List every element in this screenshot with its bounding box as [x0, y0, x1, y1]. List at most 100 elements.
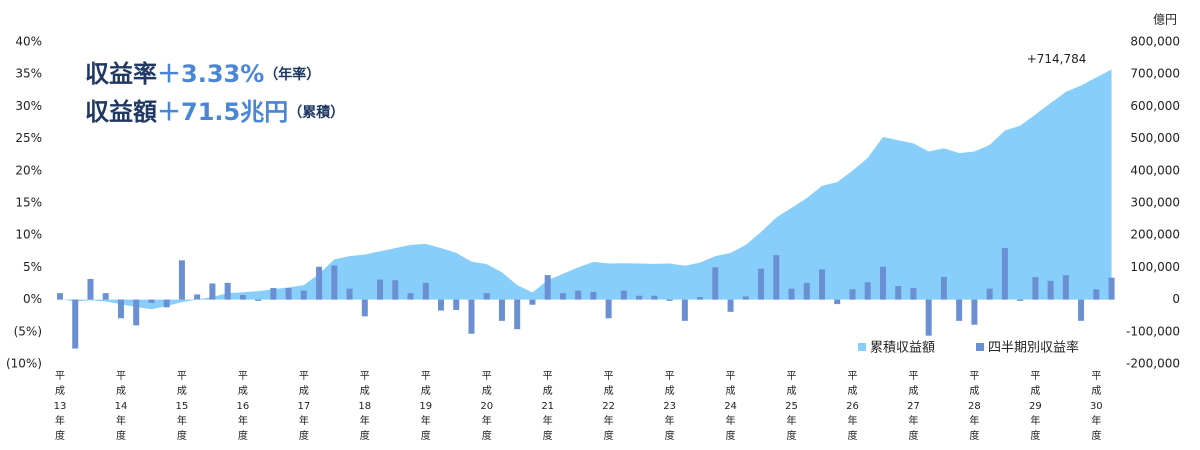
y2-tick-label: -200,000	[1126, 357, 1180, 371]
bar	[483, 293, 490, 300]
x-tick-label: 平成 17 年度	[297, 371, 310, 442]
legend-swatch	[858, 343, 866, 351]
bar	[666, 299, 673, 301]
bar	[834, 299, 841, 305]
legend-swatch	[976, 343, 984, 351]
bar	[1062, 275, 1069, 300]
bar	[331, 265, 338, 300]
y2-tick-label: -100,000	[1126, 324, 1180, 338]
y2-unit-label: 億円	[1153, 13, 1177, 27]
bar	[316, 266, 323, 300]
y2-tick-label: 500,000	[1130, 131, 1180, 145]
bar	[697, 297, 704, 300]
bar	[377, 279, 384, 300]
x-tick-label: 平成 19 年度	[419, 371, 432, 442]
x-tick-label: 平成 28 年度	[968, 371, 981, 442]
bar	[498, 299, 505, 321]
bar	[1108, 277, 1115, 300]
bar	[773, 255, 780, 300]
legend-label: 四半期別収益率	[988, 340, 1079, 356]
bar	[620, 290, 627, 300]
bar	[194, 294, 201, 300]
annotation-label: 収益率	[85, 60, 157, 88]
bar	[117, 299, 124, 319]
bar	[102, 293, 109, 300]
bar	[529, 299, 536, 305]
y2-tick-label: 600,000	[1130, 99, 1180, 113]
y-tick-label: (5%)	[14, 324, 42, 338]
y2-tick-label: 300,000	[1130, 196, 1180, 210]
bar	[407, 293, 414, 300]
y2-tick-label: 0	[1172, 292, 1180, 306]
y2-tick-label: 100,000	[1130, 260, 1180, 274]
bar	[864, 282, 871, 300]
bar	[72, 299, 79, 349]
bar	[346, 288, 353, 300]
y-tick-label: (10%)	[6, 357, 42, 371]
x-tick-label: 平成 27 年度	[907, 371, 920, 442]
bar	[133, 299, 140, 326]
bar	[209, 283, 216, 300]
value-label: +714,784	[1027, 52, 1087, 66]
y-tick-label: 25%	[15, 131, 42, 145]
y-tick-label: 5%	[23, 260, 42, 274]
y2-tick-label: 700,000	[1130, 67, 1180, 81]
annotation-note: （累積）	[288, 104, 344, 121]
x-tick-label: 平成 24 年度	[724, 371, 737, 442]
y-tick-label: 40%	[15, 35, 42, 49]
bar	[1017, 299, 1024, 301]
y-tick-label: 20%	[15, 163, 42, 177]
bar	[590, 291, 597, 300]
bar	[239, 295, 246, 300]
bar	[559, 293, 566, 300]
bar	[285, 288, 292, 300]
bar	[681, 299, 688, 321]
x-tick-label: 平成 18 年度	[358, 371, 371, 442]
bar	[148, 299, 155, 303]
x-tick-label: 平成 30 年度	[1090, 371, 1103, 442]
x-tick-label: 平成 26 年度	[846, 371, 859, 442]
y-tick-label: 0%	[23, 292, 42, 306]
area	[60, 69, 1112, 310]
bar	[255, 299, 262, 301]
annotation: 収益額＋71.5兆円（累積）	[85, 98, 344, 126]
bar	[1001, 248, 1008, 300]
x-tick-label: 平成 23 年度	[663, 371, 676, 442]
x-tick-label: 平成 20 年度	[480, 371, 493, 442]
x-tick-label: 平成 21 年度	[541, 371, 554, 442]
bar	[605, 299, 612, 319]
bar	[910, 288, 917, 300]
legend-label: 累積収益額	[870, 341, 935, 356]
bar	[819, 269, 825, 300]
bar	[1093, 289, 1100, 300]
bar	[1047, 280, 1054, 300]
x-tick-label: 平成 14 年度	[115, 371, 128, 442]
bar	[986, 288, 993, 300]
y-tick-label: 15%	[15, 196, 42, 210]
bar	[879, 266, 886, 300]
bar	[971, 299, 978, 325]
bar	[940, 277, 947, 300]
bar	[300, 290, 307, 300]
bar	[651, 295, 658, 300]
bar	[57, 293, 63, 300]
x-tick-label: 平成 15 年度	[176, 371, 189, 442]
annotation-value: ＋3.33%	[157, 60, 264, 88]
bar	[742, 296, 749, 300]
bar	[163, 299, 170, 308]
x-tick-label: 平成 13 年度	[54, 371, 67, 442]
bar	[1032, 277, 1039, 300]
x-tick-label: 平成 25 年度	[785, 371, 798, 442]
bar	[178, 260, 185, 300]
bar	[453, 299, 460, 310]
bar	[361, 299, 368, 317]
y2-tick-label: 200,000	[1130, 228, 1180, 242]
x-tick-label: 平成 29 年度	[1029, 371, 1042, 442]
bar	[575, 290, 582, 300]
y2-tick-label: 400,000	[1130, 163, 1180, 177]
bar	[925, 299, 932, 336]
bar	[87, 278, 94, 300]
bar	[849, 289, 856, 300]
annotation-note: （年率）	[264, 66, 320, 83]
